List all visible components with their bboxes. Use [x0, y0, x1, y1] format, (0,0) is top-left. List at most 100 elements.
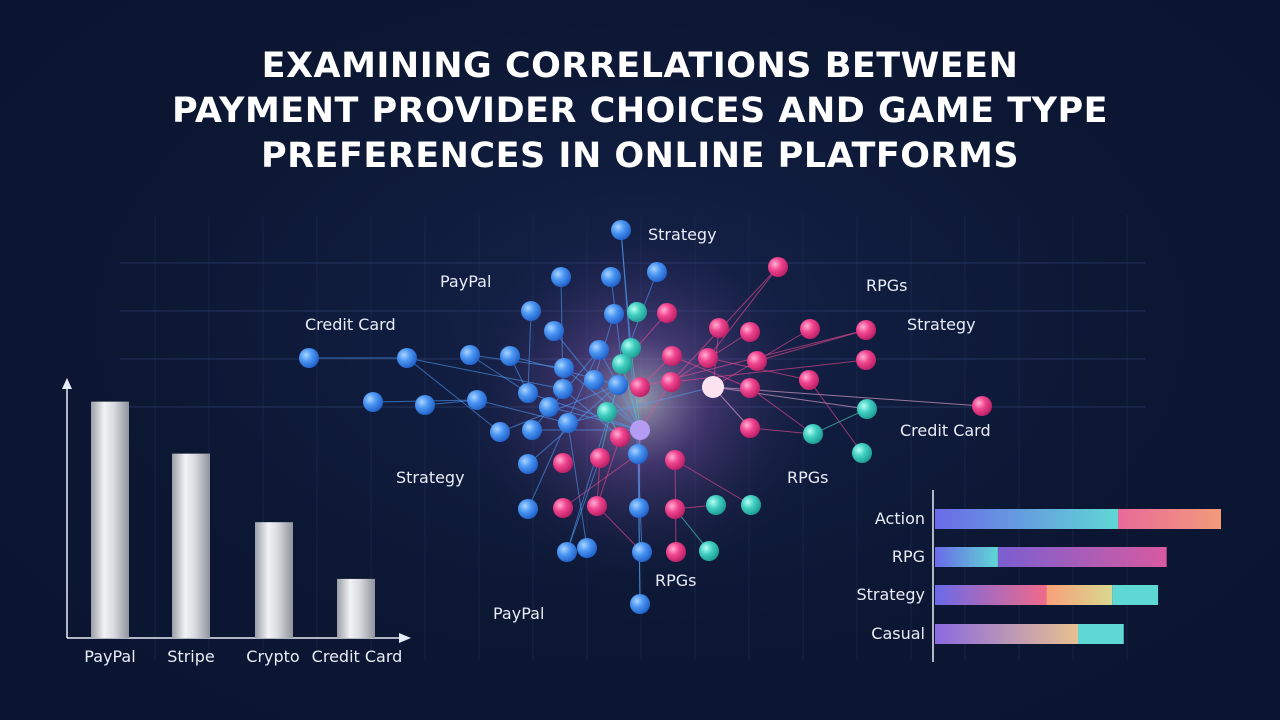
- network-edge: [637, 453, 641, 605]
- network-node: [460, 345, 480, 365]
- network-node: [709, 318, 729, 338]
- hbar-chart-bars: [935, 509, 1221, 644]
- network-node: [611, 220, 631, 240]
- network-node: [856, 320, 876, 340]
- network-node: [621, 338, 641, 358]
- hbar-segment-action: [935, 509, 1119, 529]
- network-edge: [596, 436, 621, 507]
- network-node: [590, 448, 610, 468]
- network-node: [557, 542, 577, 562]
- network-edge: [808, 379, 863, 454]
- network-node: [587, 496, 607, 516]
- network-node: [544, 321, 564, 341]
- network-node: [799, 370, 819, 390]
- network-node: [553, 453, 573, 473]
- network-node: [740, 322, 760, 342]
- bar-stripe: [172, 453, 210, 638]
- network-edge: [638, 429, 641, 509]
- network-edge: [670, 359, 867, 383]
- network-edge: [406, 357, 564, 390]
- network-node: [612, 354, 632, 374]
- network-label-rpgs-bottom: RPGs: [655, 571, 697, 590]
- network-node: [740, 418, 760, 438]
- bar-crypto: [255, 522, 293, 638]
- x-axis-arrow-icon: [399, 633, 411, 643]
- network-edge: [406, 357, 501, 433]
- network-node: [553, 498, 573, 518]
- bar-label-crypto: Crypto: [246, 647, 299, 666]
- network-node: [589, 340, 609, 360]
- network-node: [521, 301, 541, 321]
- network-edge: [562, 453, 639, 509]
- network-node: [500, 346, 520, 366]
- network-node: [630, 594, 650, 614]
- network-node: [747, 351, 767, 371]
- bar-label-stripe: Stripe: [167, 647, 214, 666]
- network-label-strategy-top: Strategy: [648, 225, 717, 244]
- bar-chart-bars: [91, 401, 375, 638]
- y-axis-arrow-icon: [62, 378, 72, 389]
- network-edge: [566, 457, 601, 553]
- network-edge: [469, 354, 529, 394]
- network-node: [972, 396, 992, 416]
- network-node: [577, 538, 597, 558]
- network-node: [518, 383, 538, 403]
- network-node: [627, 302, 647, 322]
- network-node: [856, 350, 876, 370]
- network-node: [800, 319, 820, 339]
- network-node: [610, 427, 630, 447]
- network-node: [698, 348, 718, 368]
- network-node: [852, 443, 872, 463]
- network-node: [551, 267, 571, 287]
- network-node: [518, 499, 538, 519]
- bar-label-paypal: PayPal: [84, 647, 135, 666]
- bar-chart-category-labels: PayPal Stripe Crypto Credit Card: [84, 647, 402, 666]
- network-label-rpgs-right: RPGs: [787, 468, 829, 487]
- network-label-credit-card-left: Credit Card: [305, 315, 396, 334]
- network-edge: [621, 363, 641, 431]
- network-node: [518, 454, 538, 474]
- network-node: [554, 358, 574, 378]
- network-node: [699, 541, 719, 561]
- network-node: [597, 402, 617, 422]
- network-node: [397, 348, 417, 368]
- network-node: [584, 370, 604, 390]
- network-node: [768, 257, 788, 277]
- hbar-segment-action: [1118, 509, 1221, 529]
- network-node: [702, 376, 724, 398]
- network-node: [740, 378, 760, 398]
- network-edge: [527, 310, 532, 394]
- network-node: [741, 495, 761, 515]
- network-edge: [596, 505, 643, 553]
- network-edge: [476, 399, 569, 424]
- network-node: [601, 267, 621, 287]
- network-node: [522, 420, 542, 440]
- title-line-1: EXAMINING CORRELATIONS BETWEEN: [261, 46, 1019, 86]
- page-title: EXAMINING CORRELATIONS BETWEEN PAYMENT P…: [0, 44, 1280, 179]
- hbar-segment-casual: [935, 624, 1078, 644]
- network-edge: [756, 329, 867, 362]
- network-node: [665, 499, 685, 519]
- network-label-strategy-right: Strategy: [907, 315, 976, 334]
- network-node: [857, 399, 877, 419]
- title-line-3: PREFERENCES IN ONLINE PLATFORMS: [260, 136, 1020, 176]
- network-edge: [749, 427, 814, 435]
- network-node: [553, 379, 573, 399]
- network-edge: [749, 387, 814, 435]
- network-node: [657, 303, 677, 323]
- network-node: [490, 422, 510, 442]
- network-node: [608, 375, 628, 395]
- hbar-label-casual: Casual: [871, 624, 925, 643]
- network-node: [662, 346, 682, 366]
- network-node: [299, 348, 319, 368]
- hbar-label-strategy: Strategy: [856, 585, 925, 604]
- network-edge: [712, 386, 868, 410]
- network-node: [661, 372, 681, 392]
- network-edge: [671, 355, 751, 389]
- hbar-chart-category-labels: Action RPG Strategy Casual: [856, 509, 925, 643]
- network-label-rpgs-top: RPGs: [866, 276, 908, 295]
- network-edge: [548, 406, 641, 431]
- payment-provider-bar-chart: PayPal Stripe Crypto Credit Card: [62, 378, 411, 666]
- network-node: [706, 495, 726, 515]
- hbar-segment-rpg: [935, 547, 998, 567]
